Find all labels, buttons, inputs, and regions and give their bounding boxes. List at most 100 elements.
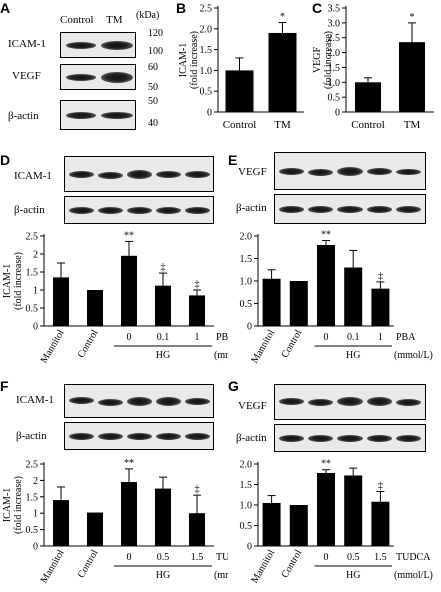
blot-band [98,399,123,406]
blot-beta-actin [64,196,214,224]
panel-letter-f: F [0,378,9,394]
marker-label: 50 [148,96,158,107]
panel-letter-b: B [176,0,187,16]
blot-band [156,397,181,406]
y-tick-label: 1.5 [26,492,39,503]
blot-vegf [274,384,426,420]
bar [344,475,363,546]
bar [225,70,254,112]
significance-mark: ‡ [195,279,200,290]
group-label: HG [346,350,360,361]
blot-band [127,433,152,440]
blot-band [367,206,392,213]
bar [355,82,381,112]
blot-band [185,433,210,440]
x-tick-label: TM [274,119,291,131]
x-tick-label: Control [351,119,385,131]
blot-band [279,435,304,442]
lane-label-control: Control [60,14,94,26]
bar [87,290,103,326]
panel-letter-a: A [0,0,11,16]
panel-letter-e: E [228,152,238,168]
panel-f-blots: ICAM-1 β-actin [0,378,228,456]
significance-mark: ** [321,230,331,241]
blot-band [66,42,96,49]
drug-label: PBA [396,332,416,343]
y-tick-label: 1.5 [26,268,39,279]
bar [155,285,171,326]
blot-band [185,207,210,214]
panel-letter-d: D [0,152,11,168]
y-tick-label: 0 [207,108,212,119]
blot-label-icam1: ICAM-1 [14,170,52,182]
significance-mark: * [410,12,415,23]
y-axis-title: ICAM-1 [2,488,13,522]
chart-e-vegf-pba: 0 0.5 1.0 1.5 2.0 Mannitol Control ** 0 0.1 ‡ 1 HG PB… [240,230,433,366]
blot-band [156,433,181,440]
bar [317,473,335,546]
blot-band [279,206,304,213]
x-tick-label: Mannitol [39,548,67,585]
blot-band [69,171,94,178]
y-axis-title: ICAM-1 [178,43,189,77]
bar [268,32,297,112]
kda-unit-label: (kDa) [136,10,160,21]
blot-band [337,206,363,213]
chart-c-vegf-tm: 0 0.5 1.0 1.5 2.0 2.5 3.0 3.5 VEGF (fold increase… [312,4,434,131]
blot-band [98,433,123,440]
y-axis-title: (fold increase) [13,252,24,310]
y-tick-label: 1 [33,286,38,297]
blot-label-beta-actin: β-actin [16,430,47,442]
bar [344,267,363,326]
panel-letter-c: C [312,0,323,16]
blot-band [101,41,133,50]
blot-band [396,206,421,213]
unit-label: (mmol/L) [214,350,228,361]
marker-label: 100 [148,46,163,57]
blot-band [156,207,181,214]
panel-e-blots: VEGF β-actin [228,148,441,228]
x-tick-label: Control [223,119,257,131]
x-tick-label: 0 [324,552,329,563]
y-tick-label: 0.5 [26,304,39,315]
panel-a-western-blot: Control TM (kDa) ICAM-1 120 100 VEGF 60 … [0,0,176,140]
blot-band [337,167,363,176]
blot-band [396,399,421,406]
blot-icam1 [64,384,214,418]
x-tick-label: Control [280,548,305,580]
y-axis-title: (fold increase) [189,31,200,89]
blot-beta-actin [274,194,426,224]
y-tick-label: 0.5 [26,525,39,536]
y-tick-label: 2.5 [26,460,39,471]
blot-beta-actin [60,100,136,130]
y-tick-label: 0.5 [200,87,213,98]
bar [262,278,281,326]
x-tick-label: 1.5 [191,552,204,563]
x-tick-label: Mannitol [39,328,67,365]
x-tick-label: 0.1 [347,332,360,343]
bar [53,500,69,546]
significance-mark: ‡ [378,480,383,491]
x-tick-label: TM [404,119,421,131]
x-tick-label: 0 [127,552,132,563]
chart-b-icam1-tm: 0 0.5 1.0 1.5 2.0 2.5 ICAM-1 (fold increase) Con… [178,4,304,131]
significance-mark: ‡ [161,262,166,273]
y-tick-label: 2.5 [26,232,39,243]
blot-band [69,207,94,214]
blot-icam1 [64,156,214,192]
y-tick-label: 2.5 [328,33,341,44]
x-tick-label: 0 [324,332,329,343]
significance-mark: ** [124,458,134,469]
y-tick-label: 1 [33,509,38,520]
bar [289,281,308,326]
y-tick-label: 0.5 [240,299,253,310]
y-tick-label: 3.5 [328,4,341,15]
blot-band [66,112,96,119]
y-tick-label: 0 [33,542,38,553]
y-tick-label: 0.5 [240,521,253,532]
chart-d-icam1-pba: 0 0.5 1 1.5 2 2.5 ICAM-1 (fold increase) Mannito… [2,230,228,365]
blot-band [308,435,333,442]
drug-label: PBA [216,332,228,343]
blot-label-beta-actin: β-actin [14,204,45,216]
blot-band [69,397,94,404]
